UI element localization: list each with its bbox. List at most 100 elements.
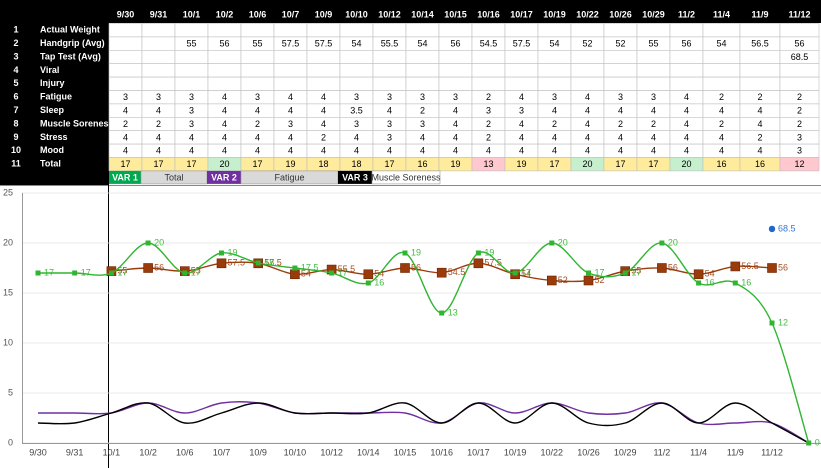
row-label: Stress <box>40 132 68 142</box>
data-label: 57.5 <box>484 258 502 268</box>
cell-value: 4 <box>156 146 161 156</box>
data-label: 68.5 <box>778 223 796 233</box>
cell-value: 57.5 <box>513 38 531 48</box>
cell-value: 4 <box>387 105 392 115</box>
row-number: 9 <box>13 132 18 142</box>
cell-value: 68.5 <box>791 52 809 62</box>
cell-value: 3 <box>519 105 524 115</box>
cell <box>240 49 275 64</box>
x-tick-label: 11/2 <box>653 447 670 457</box>
point-marker <box>549 240 555 246</box>
legend-tag-bg <box>207 170 241 184</box>
cell <box>306 76 341 91</box>
cell <box>207 49 242 64</box>
x-tick-label: 10/2 <box>139 447 157 457</box>
x-tick-label: 10/7 <box>213 447 231 457</box>
data-label: 20 <box>668 237 678 247</box>
legend-tag: VAR 2 <box>211 172 237 182</box>
cell-value: 17 <box>186 159 196 169</box>
cell-value: 3 <box>189 92 194 102</box>
y-tick-label: 0 <box>8 437 13 447</box>
cell-value: 4 <box>288 146 293 156</box>
column-header: 10/10 <box>345 9 368 19</box>
cell-value: 56 <box>219 38 229 48</box>
cell <box>471 49 506 64</box>
cell-value: 4 <box>321 146 326 156</box>
data-label: 55.5 <box>338 264 356 274</box>
cell <box>108 23 143 38</box>
column-header: 10/6 <box>249 9 267 19</box>
point-marker <box>402 250 408 256</box>
cell-value: 3 <box>797 146 802 156</box>
cell-value: 3 <box>552 92 557 102</box>
cell-value: 4 <box>519 132 524 142</box>
cell-value: 4 <box>618 146 623 156</box>
data-label: 17 <box>631 267 641 277</box>
cell-value: 3 <box>387 92 392 102</box>
cell <box>405 49 440 64</box>
legend-tag-bg <box>338 170 372 184</box>
cell-value: 4 <box>453 132 458 142</box>
cell <box>438 63 473 78</box>
cell-value: 54 <box>549 38 559 48</box>
cell <box>174 49 209 64</box>
cell-value: 4 <box>453 105 458 115</box>
cell-value: 18 <box>351 159 361 169</box>
column-header: 11/4 <box>713 9 730 19</box>
cell <box>779 63 820 78</box>
cell <box>240 63 275 78</box>
cell <box>174 63 209 78</box>
cell <box>570 23 605 38</box>
row-label: Viral <box>40 65 59 75</box>
cell-value: 56 <box>794 38 804 48</box>
cell-value: 2 <box>757 92 762 102</box>
row-number: 11 <box>11 159 21 169</box>
cell <box>207 23 242 38</box>
cell-value: 4 <box>684 146 689 156</box>
data-label: 18 <box>264 257 274 267</box>
x-tick-label: 10/15 <box>394 447 417 457</box>
point-marker <box>143 263 153 273</box>
cell <box>636 63 671 78</box>
x-tick-label: 10/17 <box>467 447 490 457</box>
cell-value: 4 <box>288 92 293 102</box>
cell <box>273 49 308 64</box>
data-label: 56 <box>668 262 678 272</box>
cell <box>141 23 176 38</box>
cell-value: 55 <box>252 38 262 48</box>
cell <box>471 76 506 91</box>
cell-value: 3 <box>387 119 392 129</box>
column-header: 9/30 <box>117 9 135 19</box>
cell-value: 19 <box>516 159 526 169</box>
row-label: Tap Test (Avg) <box>40 51 101 61</box>
point-marker <box>586 270 591 276</box>
cell <box>372 49 407 64</box>
cell <box>273 63 308 78</box>
cell-value: 4 <box>288 132 293 142</box>
data-label: 19 <box>484 247 494 257</box>
cell <box>702 23 741 38</box>
row-label: Mood <box>40 145 64 155</box>
point-marker <box>693 269 704 280</box>
cell-value: 4 <box>585 92 590 102</box>
point-marker <box>439 310 445 316</box>
cell-value: 4 <box>684 105 689 115</box>
point-marker <box>730 261 741 272</box>
cell-value: 54.5 <box>480 38 498 48</box>
point-marker <box>473 258 484 269</box>
legend-name-bg <box>371 170 441 185</box>
cell <box>570 49 605 64</box>
data-label: 16 <box>741 277 751 287</box>
column-header: 10/22 <box>576 9 599 19</box>
cell-value: 3 <box>189 105 194 115</box>
data-label: 17 <box>521 267 531 277</box>
x-tick-label: 11/12 <box>761 447 783 457</box>
cell-value: 12 <box>794 159 804 169</box>
cell-value: 4 <box>519 119 524 129</box>
data-label: 17 <box>81 267 91 277</box>
cell-value: 3.5 <box>350 105 363 115</box>
cell <box>141 49 176 64</box>
x-tick-label: 10/12 <box>320 447 343 457</box>
column-header: 10/2 <box>216 9 234 19</box>
